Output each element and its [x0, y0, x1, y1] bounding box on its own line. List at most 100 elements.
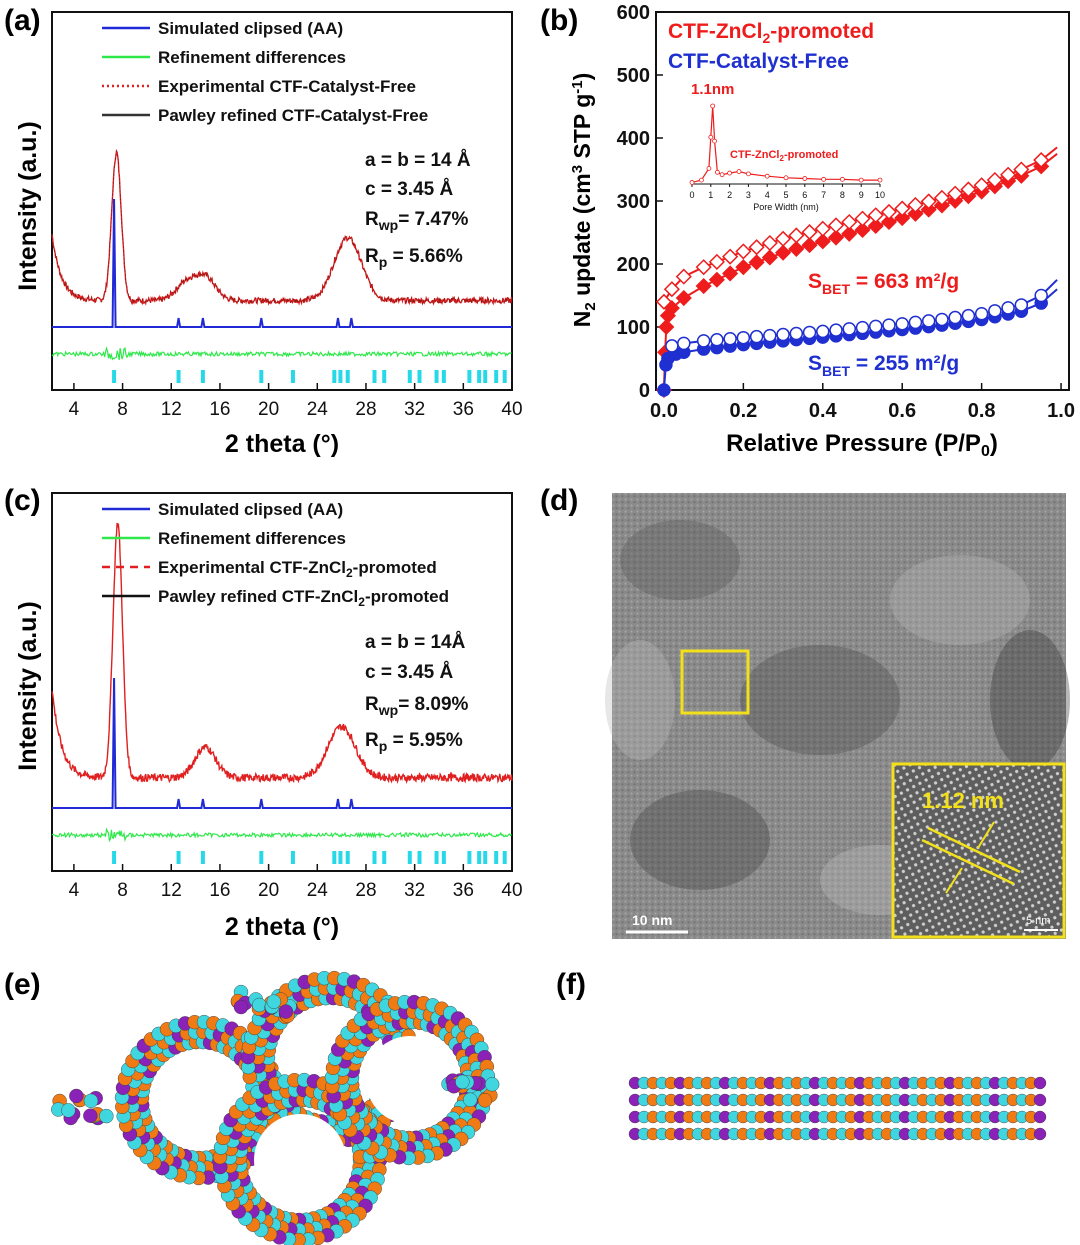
- x-tick-label-c-8: 36: [453, 880, 474, 901]
- bragg-tick-c-7: [345, 851, 350, 864]
- inset-x-tick-label-8: 8: [840, 190, 845, 200]
- b-marker-3-2-0: [696, 334, 711, 348]
- b-marker-3-9-0: [974, 307, 989, 321]
- b-marker-1-3-0: [695, 259, 712, 276]
- b-y-tick-label-0: 0: [639, 380, 650, 402]
- inset-curve: [691, 105, 880, 183]
- inset-x-tick-label-3: 3: [746, 190, 751, 200]
- atom-f-0-45: [1033, 1076, 1047, 1090]
- b-marker-3-6-1: [868, 319, 883, 334]
- bragg-tick-a-2: [200, 370, 205, 383]
- inset-marker-4: [710, 103, 716, 109]
- panel-c-x-axis: 4 8 12 16 20 24 28 32 36 40: [69, 864, 523, 901]
- bragg-tick-a-16: [483, 370, 488, 383]
- annot-c-rwp: Rwp= 8.09%: [365, 694, 469, 718]
- panel-b-inset: 0 1 2 3 4 5 6 7 8 9 10 1.1nm CTF-ZnCl2-promoted Pore …: [689, 81, 885, 212]
- pawley-curve-c: [51, 522, 513, 784]
- inset-marker-9: [736, 169, 742, 174]
- b-marker-1-4-1: [748, 239, 765, 256]
- b-marker-3-6-2: [882, 318, 896, 332]
- panel-c-frame: [51, 492, 513, 872]
- bragg-tick-a-12: [434, 370, 439, 383]
- panel-a-ylabel: Intensity (a.u.): [14, 121, 42, 290]
- atom-f-2-45: [1033, 1110, 1047, 1124]
- annot-b-bet-free: SBET = 255 m²/g: [808, 352, 959, 379]
- tem-inset: [891, 762, 1066, 939]
- inset-marker-8: [727, 170, 732, 176]
- b-marker-1-9-2: [960, 181, 977, 198]
- simulated-curve-a: [52, 198, 512, 328]
- b-marker-0-7-2: [761, 249, 778, 266]
- x-tick-label-a-7: 32: [404, 399, 425, 420]
- panel-b-xlabel: Relative Pressure (P/P0): [726, 430, 998, 460]
- b-marker-3-5-0: [816, 324, 830, 339]
- inset-x-tick-label-10: 10: [875, 190, 885, 200]
- difference-curve-c: [51, 827, 512, 843]
- bragg-tick-a-13: [441, 370, 446, 383]
- tem-scale-label: 10 nm: [632, 912, 672, 928]
- tem-inset-label: 1.12 nm: [922, 788, 1004, 813]
- inset-marker-10: [746, 171, 751, 177]
- inset-x-tick-label-1: 1: [708, 190, 713, 200]
- bragg-tick-c-10: [407, 851, 412, 864]
- inset-marker-12: [783, 175, 789, 181]
- inset-x-tick-label-9: 9: [859, 190, 864, 200]
- bragg-tick-a-10: [407, 370, 412, 383]
- annot-a-lattice-ab: a = b = 14 Å: [365, 150, 471, 171]
- panel-a-plot: [51, 148, 513, 383]
- x-tick-label-a-4: 20: [258, 399, 279, 420]
- b-marker-3-10-0: [1014, 298, 1029, 312]
- atom-e-arm-5-6: [278, 1004, 294, 1019]
- b-marker-1-8-1: [907, 196, 924, 214]
- b-marker-3-11-0: [1034, 288, 1048, 303]
- b-x-tick-label-1: 0.2: [729, 400, 757, 422]
- annot-c-lattice-c: c = 3.45 Å: [365, 662, 453, 683]
- b-marker-1-8-0: [894, 200, 911, 217]
- b-y-tick-label-5: 500: [617, 65, 650, 87]
- b-marker-3-5-1: [829, 323, 843, 337]
- inset-marker-0: [689, 180, 695, 185]
- difference-curve-a: [51, 346, 512, 361]
- annot-a-rp-val: = 5.66%: [387, 246, 463, 267]
- inset-marker-15: [840, 176, 845, 182]
- b-marker-3-3-0: [736, 330, 751, 345]
- b-marker-0-7-0: [735, 259, 752, 276]
- panel-c-legend: Simulated clipsed (AA) Refinement differe…: [102, 500, 449, 609]
- bragg-tick-a-18: [502, 370, 507, 383]
- b-marker-1-0-0: [655, 293, 673, 310]
- b-marker-1-9-1: [947, 185, 964, 202]
- b-marker-0-9-2: [841, 225, 858, 242]
- tem-fringe-line-2: [921, 838, 1015, 886]
- b-marker-1-4-2: [761, 234, 778, 252]
- b-marker-0-11-2: [920, 201, 937, 218]
- b-marker-0-8-2: [801, 237, 818, 254]
- bragg-tick-a-14: [467, 370, 472, 383]
- x-tick-label-a-9: 40: [501, 399, 522, 420]
- legend-text-c-3: Pawley refined CTF-ZnCl2-promoted: [158, 587, 449, 609]
- b-marker-3-6-0: [855, 320, 870, 335]
- bragg-tick-c-18: [502, 851, 507, 864]
- bragg-tick-a-3: [259, 370, 264, 383]
- inset-xlabel: Pore Width (nm): [753, 202, 819, 212]
- bragg-tick-c-0: [112, 851, 117, 864]
- x-tick-label-c-6: 28: [355, 880, 376, 901]
- legend-text-a-2: Experimental CTF-Catalyst-Free: [158, 77, 416, 96]
- bragg-tick-c-8: [372, 851, 377, 864]
- b-marker-3-8-2: [961, 308, 976, 323]
- b-marker-3-8-1: [948, 310, 962, 325]
- tem-fringe-line-1: [927, 826, 1021, 874]
- bragg-tick-c-12: [434, 851, 439, 864]
- b-marker-3-4-0: [776, 327, 790, 342]
- simulated-curve-c: [52, 677, 512, 809]
- b-marker-3-7-0: [895, 317, 909, 331]
- inset-marker-13: [802, 176, 808, 181]
- b-marker-3-2-1: [710, 333, 724, 347]
- panel-a-annotations: a = b = 14 Å c = 3.45 Å Rwp= 7.47% Rp = …: [365, 150, 471, 270]
- bragg-tick-c-9: [382, 851, 387, 864]
- atom-f-1-45: [1033, 1093, 1047, 1107]
- inset-marker-1: [699, 177, 704, 183]
- b-y-tick-label-6: 600: [617, 2, 650, 24]
- legend-text-c-0: Simulated clipsed (AA): [158, 500, 343, 519]
- tem-selection-box: [680, 649, 750, 715]
- inset-marker-6: [714, 169, 720, 175]
